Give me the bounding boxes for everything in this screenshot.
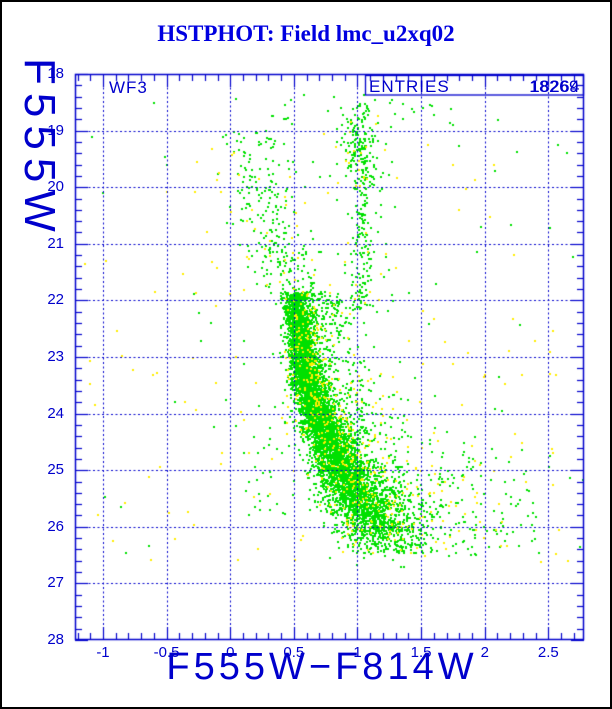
x-axis-label: F555W−F814W	[166, 646, 478, 688]
entries-value-2: 18269	[529, 77, 579, 96]
y-tick-label: 25	[47, 461, 64, 479]
y-tick-label: 26	[47, 517, 64, 535]
x-tick-label: 0.5	[283, 644, 305, 661]
y-tick-label: 22	[47, 291, 64, 309]
y-tick-label: 23	[47, 348, 64, 365]
y-tick-label: 24	[47, 404, 64, 422]
y-axis-label: F555W	[15, 58, 64, 240]
y-tick-label: 27	[47, 574, 64, 592]
stats-box-entries-label: ENTRIES	[369, 77, 450, 96]
x-tick-label: -0.5	[153, 644, 180, 661]
x-tick-label: 2.5	[537, 644, 559, 661]
x-tick-label: 2	[480, 644, 489, 661]
x-tick-label: 1	[353, 644, 362, 661]
x-tick-label: 0	[226, 644, 235, 661]
y-tick-label: 28	[47, 631, 64, 648]
x-tick-label: -1	[96, 644, 110, 661]
stats-box-entries-values: 18264 18269	[432, 77, 580, 96]
y-tick-label: 18	[47, 65, 64, 82]
entries-value-1: 18264	[530, 77, 580, 96]
y-tick-label: 20	[47, 178, 64, 196]
y-tick-label: 19	[47, 121, 64, 139]
y-tick-label: 21	[47, 234, 64, 252]
detector-label: WF3	[109, 78, 148, 97]
x-tick-label: 1.5	[410, 644, 432, 661]
